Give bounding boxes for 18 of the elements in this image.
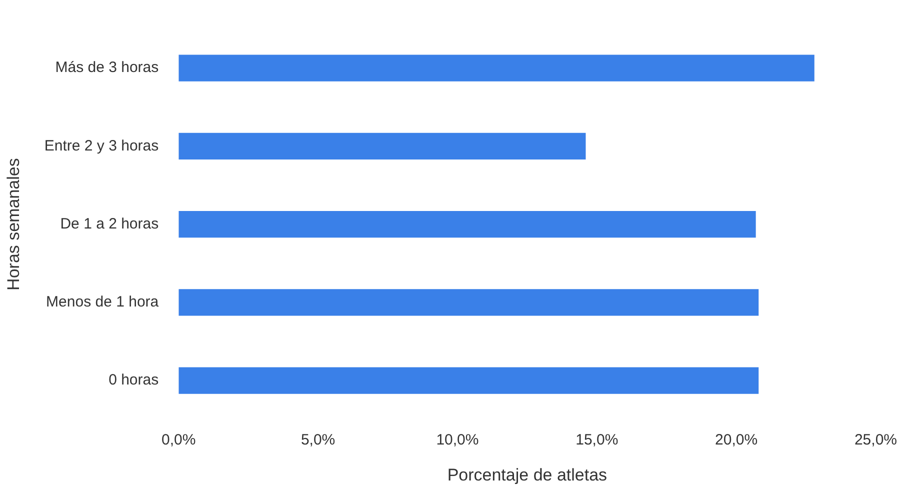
x-axis-title: Porcentaje de atletas bbox=[447, 465, 608, 484]
y-tick-label: 0 horas bbox=[108, 372, 159, 389]
y-tick-label: Menos de 1 hora bbox=[46, 294, 160, 311]
x-tick-label: 25,0% bbox=[854, 432, 898, 449]
x-tick-label: 5,0% bbox=[300, 432, 336, 449]
y-tick-label: Más de 3 horas bbox=[55, 59, 159, 76]
x-tick-label: 20,0% bbox=[715, 432, 758, 449]
y-tick-label: De 1 a 2 horas bbox=[60, 215, 159, 232]
x-tick-label: 0,0% bbox=[162, 432, 196, 449]
bar bbox=[178, 132, 586, 160]
x-tick-label: 10,0% bbox=[436, 432, 479, 449]
bar bbox=[178, 367, 759, 394]
y-tick-label: Entre 2 y 3 horas bbox=[44, 137, 159, 154]
x-tick-label: 15,0% bbox=[576, 432, 618, 449]
bar bbox=[178, 289, 759, 316]
y-axis-title: Horas semanales bbox=[4, 158, 23, 290]
bar bbox=[178, 211, 756, 238]
bar bbox=[178, 54, 814, 82]
